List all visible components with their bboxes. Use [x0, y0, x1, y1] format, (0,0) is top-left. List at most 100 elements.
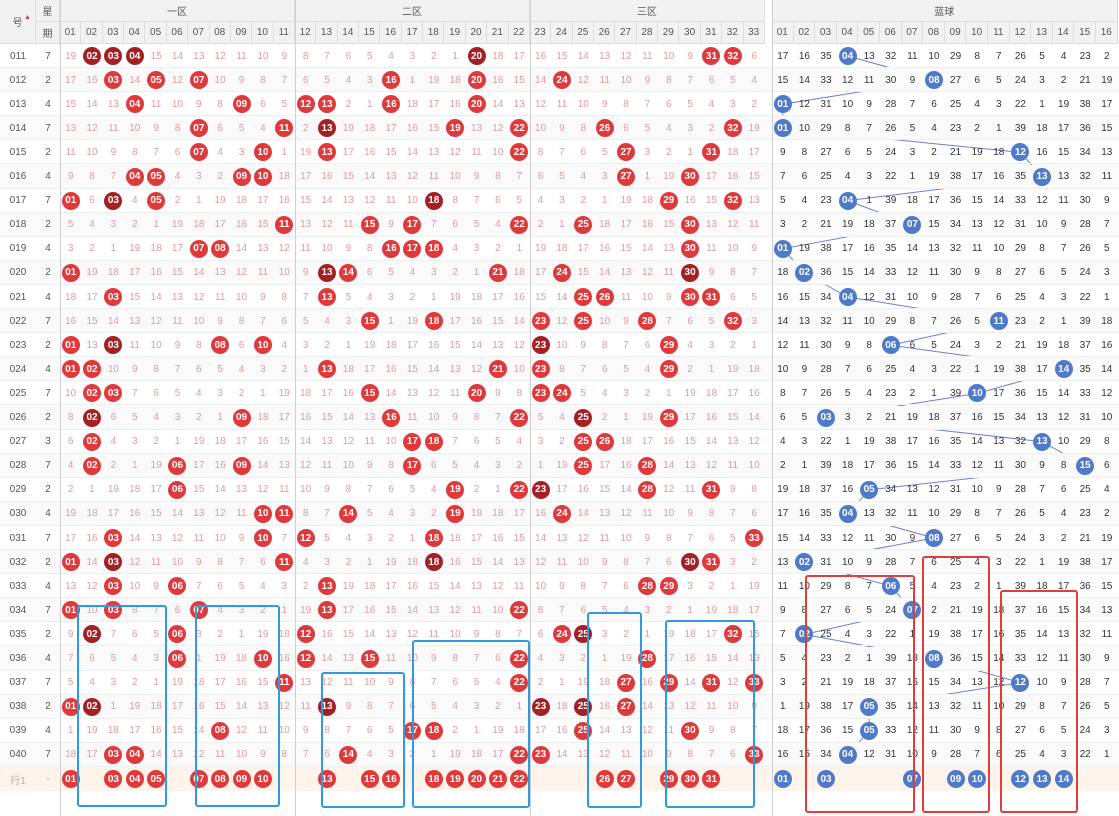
- blue-ball: 02: [795, 625, 814, 644]
- miss-count: 5: [345, 291, 352, 303]
- miss-count: 18: [193, 677, 205, 689]
- miss-count: 7: [665, 315, 672, 327]
- week-day: 2: [45, 484, 51, 496]
- red-ball: 06: [168, 480, 187, 499]
- blue-miss-count: 25: [1014, 291, 1026, 303]
- red-ball: 23: [531, 697, 550, 716]
- miss-count: 12: [193, 749, 205, 761]
- miss-count: 4: [708, 98, 715, 110]
- blue-miss-count: 22: [820, 436, 832, 448]
- blue-miss-count: 21: [820, 677, 832, 689]
- red-ball: 16: [382, 71, 401, 90]
- miss-count: 4: [89, 219, 95, 231]
- miss-count: 6: [665, 98, 672, 110]
- miss-count: 6: [452, 219, 458, 231]
- miss-count: 2: [751, 98, 757, 110]
- miss-count: 17: [748, 146, 760, 158]
- zone-header-4: 蓝球: [772, 0, 1118, 22]
- miss-count: 11: [150, 98, 162, 110]
- miss-count: 15: [65, 98, 77, 110]
- blue-miss-count: 16: [906, 677, 918, 689]
- blue-miss-count: 24: [885, 146, 897, 158]
- miss-count: 1: [431, 749, 437, 761]
- red-ball: 22: [510, 601, 529, 620]
- red-ball: 05: [147, 71, 166, 90]
- red-col-18: 18: [423, 22, 445, 44]
- miss-count: 7: [238, 556, 245, 568]
- blue-miss-count: 6: [801, 171, 808, 183]
- blue-miss-count: 9: [974, 267, 980, 279]
- red-col-24: 24: [551, 22, 573, 44]
- table-row: [0, 285, 1119, 310]
- blue-miss-count: 34: [885, 484, 897, 496]
- blue-miss-count: 3: [1060, 291, 1067, 303]
- red-ball: 23: [531, 360, 550, 379]
- red-ball: 10: [253, 336, 272, 355]
- blue-miss-count: 16: [993, 171, 1005, 183]
- red-ball: 26: [595, 288, 614, 306]
- period-sort-header[interactable]: 号: [0, 0, 36, 44]
- miss-count: 4: [281, 339, 288, 351]
- week-day: 2: [45, 701, 51, 713]
- red-ball: 32: [723, 47, 742, 65]
- miss-count: 1: [601, 653, 608, 665]
- miss-count: 11: [321, 460, 333, 472]
- blue-miss-count: 7: [844, 363, 851, 375]
- miss-count: 11: [385, 653, 397, 665]
- blue-miss-count: 12: [1058, 412, 1070, 424]
- miss-count: 6: [687, 315, 693, 327]
- blue-miss-count: 33: [1014, 195, 1026, 207]
- miss-count: 4: [302, 556, 309, 568]
- red-ball: 03: [104, 191, 123, 210]
- miss-count: 18: [129, 484, 141, 496]
- red-ball: 25: [574, 312, 593, 331]
- blue-miss-count: 15: [971, 653, 983, 665]
- miss-count: 2: [580, 653, 587, 665]
- table-row: [0, 309, 1119, 334]
- miss-count: 1: [687, 146, 693, 158]
- blue-miss-count: 17: [971, 171, 983, 183]
- miss-count: 14: [492, 556, 504, 568]
- miss-count: 9: [559, 580, 565, 592]
- blue-miss-count: 5: [974, 315, 980, 327]
- blue-miss-count: 29: [1014, 701, 1026, 713]
- miss-count: 14: [684, 677, 696, 689]
- miss-count: 6: [89, 653, 95, 665]
- blue-miss-count: 18: [993, 604, 1005, 616]
- blue-miss-count: 33: [1014, 653, 1026, 665]
- period-id: 027: [9, 436, 27, 448]
- sort-icon[interactable]: ▲: [24, 14, 31, 21]
- table-row: [0, 478, 1119, 502]
- miss-count: 11: [129, 339, 140, 351]
- footer-red-ball: 22: [510, 770, 529, 788]
- red-ball: 27: [617, 697, 636, 716]
- blue-miss-count: 35: [885, 701, 897, 713]
- miss-count: 19: [684, 387, 696, 399]
- miss-count: 15: [171, 725, 184, 737]
- miss-count: 18: [65, 749, 77, 761]
- miss-count: 18: [470, 291, 483, 303]
- period-id: 023: [9, 339, 27, 351]
- blue-col-01: 01: [772, 22, 794, 44]
- miss-count: 6: [217, 122, 223, 134]
- miss-count: 9: [388, 677, 394, 689]
- blue-miss-count: 4: [931, 580, 937, 592]
- blue-miss-count: 7: [1104, 219, 1110, 231]
- miss-count: 14: [107, 315, 119, 327]
- miss-count: 13: [577, 749, 589, 761]
- red-ball: 24: [552, 384, 571, 403]
- blue-miss-count: 38: [820, 243, 832, 255]
- miss-count: 1: [751, 339, 757, 351]
- miss-count: 12: [342, 436, 354, 448]
- miss-count: 4: [751, 74, 757, 86]
- miss-count: 3: [644, 604, 651, 616]
- miss-count: 2: [730, 339, 736, 351]
- miss-count: 1: [687, 604, 693, 616]
- miss-count: 13: [321, 436, 333, 448]
- red-ball: 11: [275, 504, 294, 523]
- miss-count: 15: [470, 556, 483, 568]
- miss-count: 4: [537, 653, 544, 665]
- miss-count: 6: [366, 267, 373, 279]
- week-day: 4: [45, 363, 51, 375]
- blue-miss-count: 16: [928, 436, 940, 448]
